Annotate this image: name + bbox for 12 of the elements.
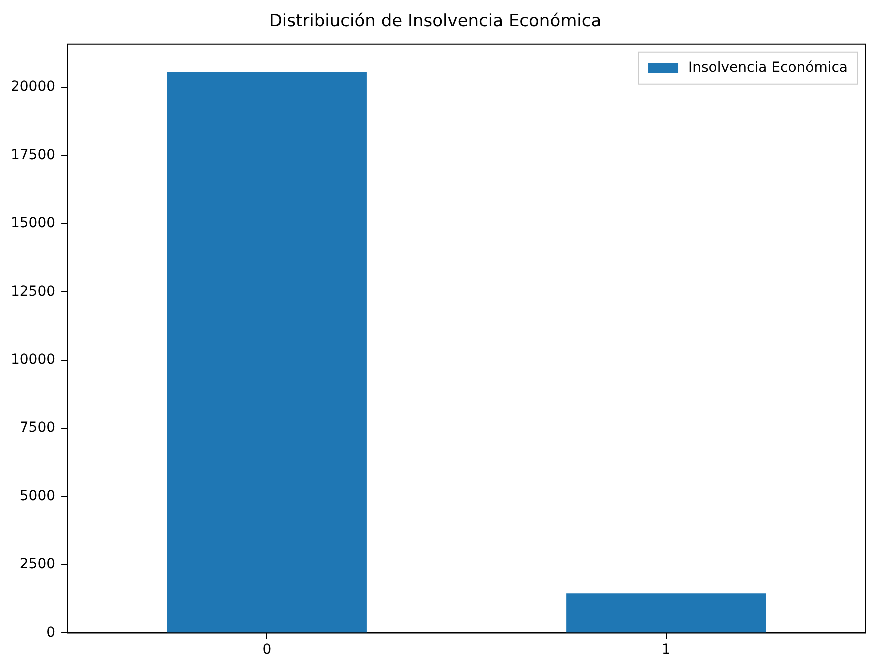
chart-title: Distribiución de Insolvencia Económica <box>269 12 602 32</box>
y-tick-label: 20000 <box>10 79 56 96</box>
x-tick-label: 1 <box>662 642 671 658</box>
y-tick-label: 5000 <box>20 488 56 504</box>
y-tick-label: 15000 <box>10 216 56 232</box>
y-tick-label: 10000 <box>10 352 56 368</box>
y-tick-label: 17500 <box>10 147 56 164</box>
y-tick-label: 7500 <box>20 420 56 436</box>
y-tick-label: 12500 <box>10 284 56 300</box>
y-tick-label: 0 <box>46 624 56 641</box>
legend-label: Insolvencia Económica <box>688 60 848 76</box>
y-tick-label: 2500 <box>20 556 56 573</box>
